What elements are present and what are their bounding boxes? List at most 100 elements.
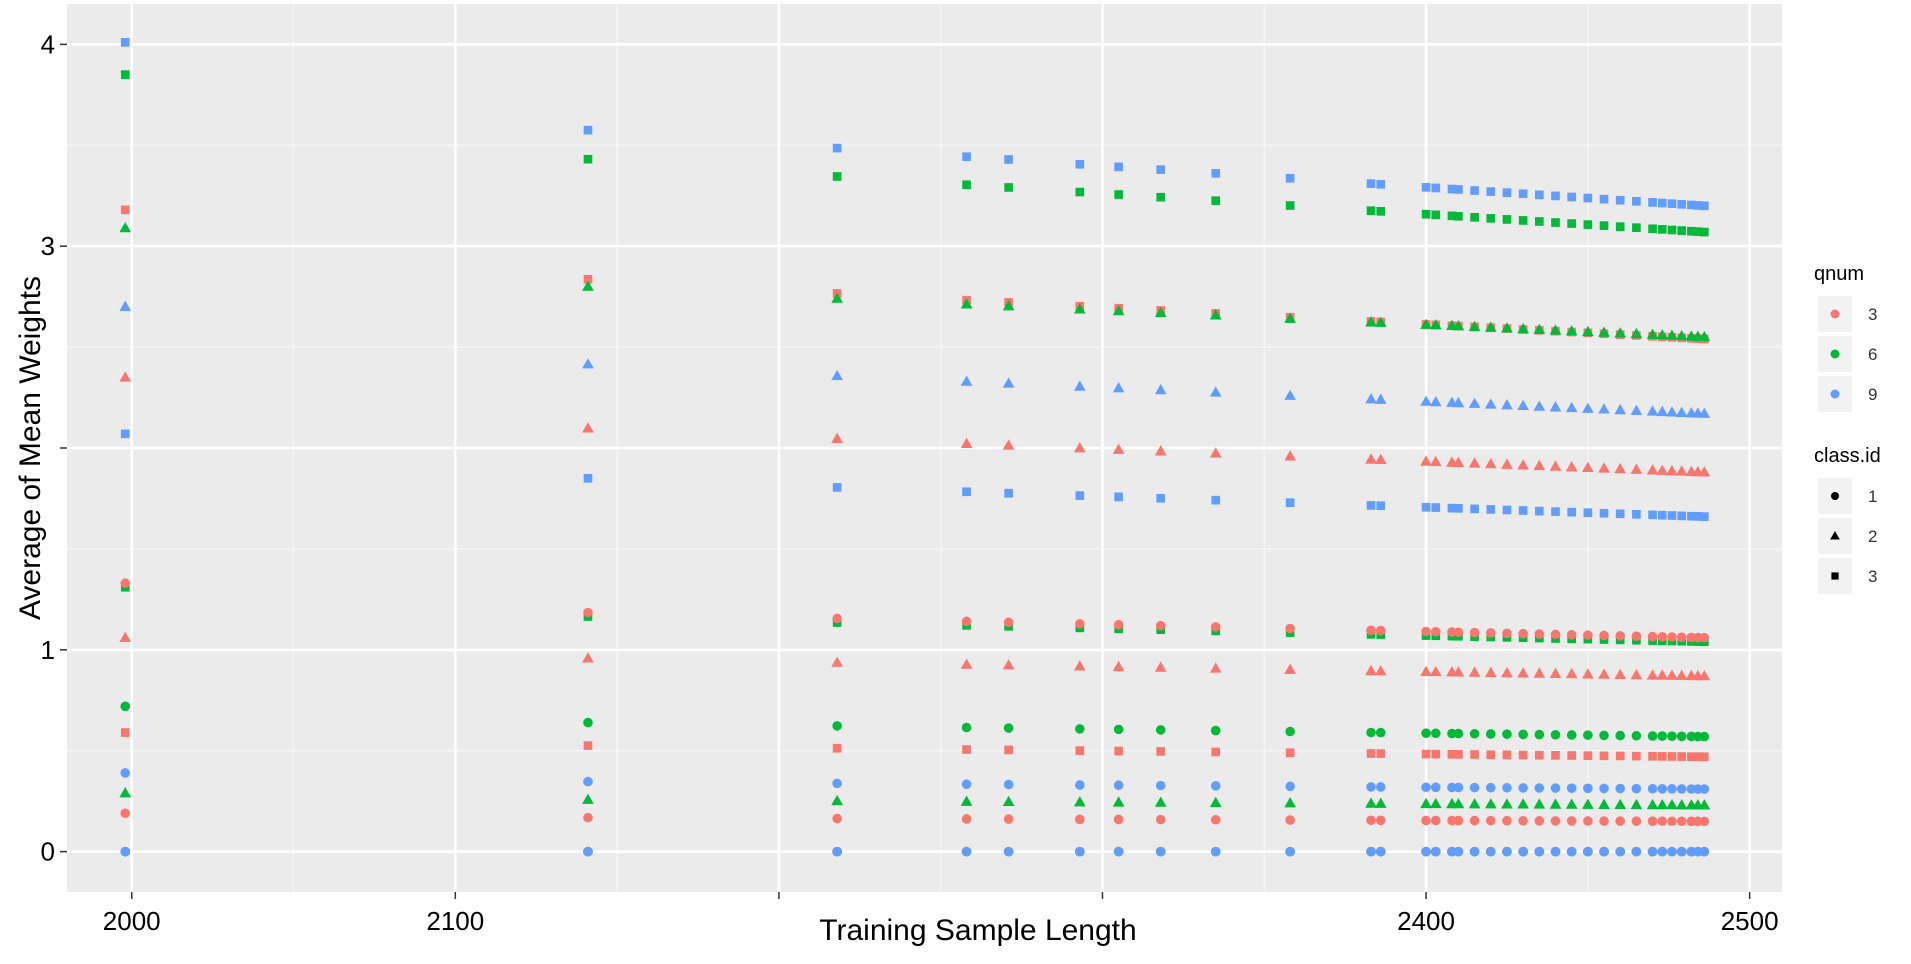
- data-point: [1420, 395, 1432, 406]
- data-point: [1699, 816, 1710, 827]
- data-point: [1534, 217, 1544, 226]
- data-point: [1155, 780, 1166, 791]
- data-point: [1156, 747, 1166, 756]
- data-point: [1452, 320, 1465, 331]
- data-point: [1534, 729, 1545, 740]
- data-point: [1155, 846, 1166, 857]
- data-point: [1365, 316, 1377, 327]
- data-point: [1630, 404, 1643, 415]
- data-point: [1430, 815, 1441, 826]
- data-point: [1431, 210, 1441, 220]
- data-point: [1676, 632, 1687, 643]
- data-point: [1567, 751, 1576, 760]
- data-point: [1549, 798, 1562, 809]
- data-point: [1656, 329, 1669, 340]
- data-point: [1285, 781, 1295, 792]
- data-point: [1666, 464, 1678, 476]
- data-point: [1366, 625, 1376, 636]
- data-point: [960, 795, 973, 806]
- data-point: [1113, 724, 1124, 735]
- data-point: [1646, 669, 1659, 680]
- data-point: [1518, 506, 1528, 515]
- data-point: [1376, 179, 1386, 189]
- data-point: [1374, 453, 1387, 464]
- data-point: [1675, 799, 1688, 810]
- data-point: [1566, 846, 1577, 857]
- data-point: [1677, 226, 1687, 235]
- data-point: [1366, 749, 1376, 758]
- data-point: [1429, 319, 1442, 330]
- data-point: [831, 656, 843, 667]
- data-point: [1550, 783, 1561, 793]
- data-point: [1366, 782, 1376, 792]
- data-point: [1366, 815, 1376, 826]
- data-point: [1615, 730, 1626, 741]
- data-point: [1657, 631, 1668, 642]
- data-point: [1421, 846, 1431, 857]
- data-point: [583, 717, 593, 728]
- data-point: [1583, 220, 1593, 229]
- data-point: [1699, 784, 1710, 794]
- data-point: [1676, 816, 1687, 827]
- data-point: [1154, 796, 1167, 807]
- data-point: [1698, 466, 1711, 477]
- data-point: [119, 787, 132, 798]
- data-point: [1687, 226, 1696, 236]
- data-point: [1533, 459, 1546, 471]
- data-point: [1614, 462, 1627, 474]
- data-point: [832, 143, 842, 153]
- data-point: [1677, 199, 1687, 209]
- data-point: [1615, 751, 1625, 761]
- data-point: [1002, 795, 1015, 807]
- x-tick-label: 2100: [426, 906, 484, 936]
- data-point: [1366, 501, 1376, 510]
- data-point: [1599, 816, 1609, 826]
- data-point: [1632, 510, 1641, 519]
- data-point: [1549, 460, 1562, 471]
- data-point: [1667, 752, 1677, 761]
- data-point: [832, 172, 842, 181]
- data-point: [1567, 192, 1576, 202]
- data-point: [583, 741, 593, 750]
- data-point: [1002, 377, 1015, 388]
- data-point: [120, 768, 131, 778]
- data-point: [1565, 798, 1578, 809]
- data-point: [962, 487, 971, 497]
- data-point: [582, 652, 594, 663]
- data-point: [1365, 664, 1377, 676]
- data-point: [1534, 846, 1545, 857]
- data-point: [1583, 730, 1593, 740]
- data-point: [583, 846, 593, 857]
- legend-label: 9: [1868, 385, 1877, 404]
- data-point: [1284, 797, 1296, 808]
- data-point: [1075, 724, 1085, 734]
- data-point: [120, 70, 130, 79]
- legend-shape-swatch: [1831, 572, 1839, 580]
- data-point: [1284, 663, 1296, 674]
- data-point: [1502, 505, 1512, 515]
- data-point: [1154, 661, 1167, 672]
- data-point: [1484, 321, 1497, 332]
- data-point: [1210, 814, 1221, 825]
- data-point: [1614, 403, 1627, 415]
- data-point: [1656, 405, 1669, 417]
- data-point: [1675, 329, 1688, 341]
- data-point: [1549, 324, 1562, 335]
- data-point: [1075, 491, 1085, 500]
- data-point: [1421, 815, 1431, 826]
- data-point: [1614, 668, 1627, 679]
- data-point: [1647, 731, 1658, 741]
- data-point: [1667, 816, 1677, 827]
- data-point: [1431, 749, 1441, 759]
- data-point: [1550, 846, 1561, 857]
- data-point: [1700, 201, 1709, 211]
- data-point: [1002, 439, 1015, 450]
- data-point: [1421, 728, 1431, 738]
- data-point: [1657, 783, 1668, 794]
- data-point: [583, 125, 593, 135]
- data-point: [1615, 222, 1625, 231]
- data-point: [1648, 751, 1657, 761]
- data-point: [1004, 155, 1013, 164]
- data-point: [1075, 846, 1085, 857]
